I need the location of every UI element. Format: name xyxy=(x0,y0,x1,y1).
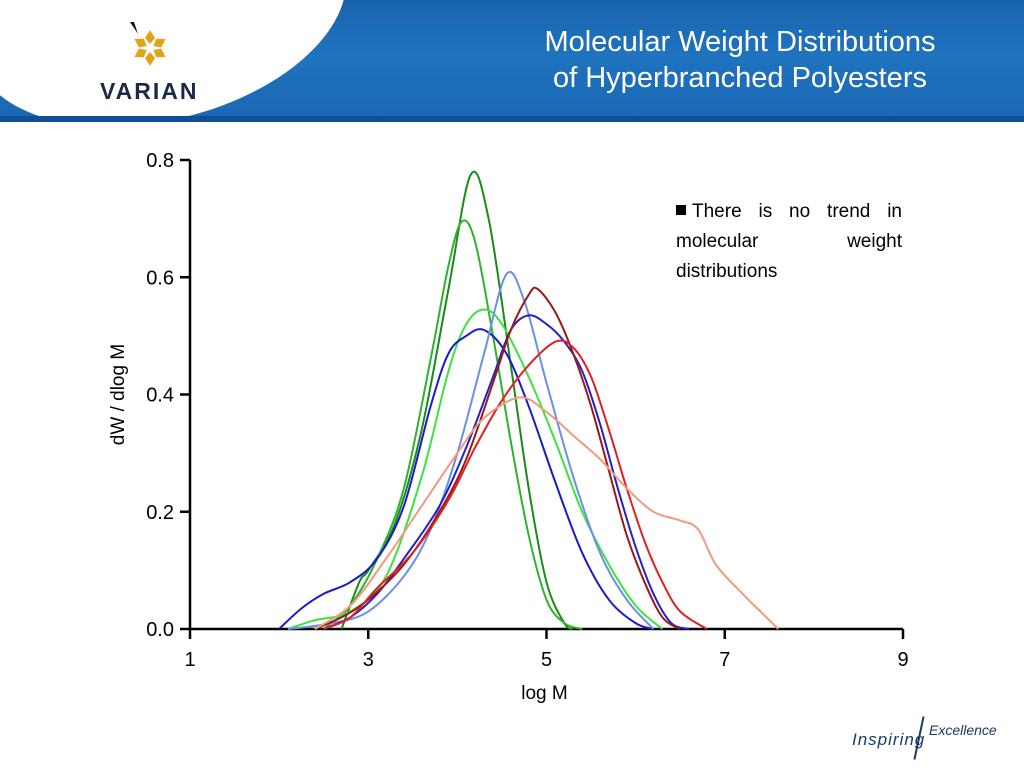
series-line-5 xyxy=(287,271,655,630)
y-axis-title: dW / dlog M xyxy=(108,344,129,445)
bullet-text: There is no trend in molecular weight di… xyxy=(676,201,902,282)
bullet-note: There is no trend in molecular weight di… xyxy=(676,197,902,287)
header-stripe xyxy=(0,116,1024,122)
y-tick-label: 0.8 xyxy=(146,150,174,172)
chart-axes xyxy=(180,158,905,639)
chart-series-lines xyxy=(278,170,779,630)
header-banner: VARIAN Molecular Weight Distributions of… xyxy=(0,0,1024,122)
series-line-7 xyxy=(314,286,681,630)
tagline-inspiring: Inspiring xyxy=(852,730,926,749)
x-tick-label: 7 xyxy=(719,649,730,671)
series-line-3 xyxy=(287,308,664,630)
series-line-4 xyxy=(278,328,654,630)
bullet-square-icon xyxy=(676,205,686,215)
y-tick-label: 0.6 xyxy=(146,267,174,289)
tagline-excellence: Excellence xyxy=(929,722,997,738)
x-tick-label: 5 xyxy=(541,649,552,671)
varian-star-icon xyxy=(130,22,166,66)
x-tick-label: 3 xyxy=(363,649,374,671)
y-tick-label: 0.2 xyxy=(146,502,174,524)
series-line-6 xyxy=(323,314,690,630)
x-tick-label: 1 xyxy=(184,649,195,671)
page-title: Molecular Weight Distributions of Hyperb… xyxy=(440,24,1024,96)
chart-labels: 1 3 5 7 9 0.0 0.2 0.4 0.6 0.8 log M dW / dlog M xyxy=(108,150,909,704)
series-line-9 xyxy=(314,396,779,630)
y-tick-label: 0.0 xyxy=(146,619,174,641)
title-line-2: of Hyperbranched Polyesters xyxy=(553,62,927,94)
y-tick-label: 0.4 xyxy=(146,385,174,407)
brand-logo-text: VARIAN xyxy=(100,78,199,104)
x-axis-title: log M xyxy=(521,683,567,704)
series-line-2 xyxy=(323,219,583,630)
series-line-8 xyxy=(323,339,708,630)
x-tick-label: 9 xyxy=(897,649,908,671)
title-line-1: Molecular Weight Distributions xyxy=(544,26,936,58)
